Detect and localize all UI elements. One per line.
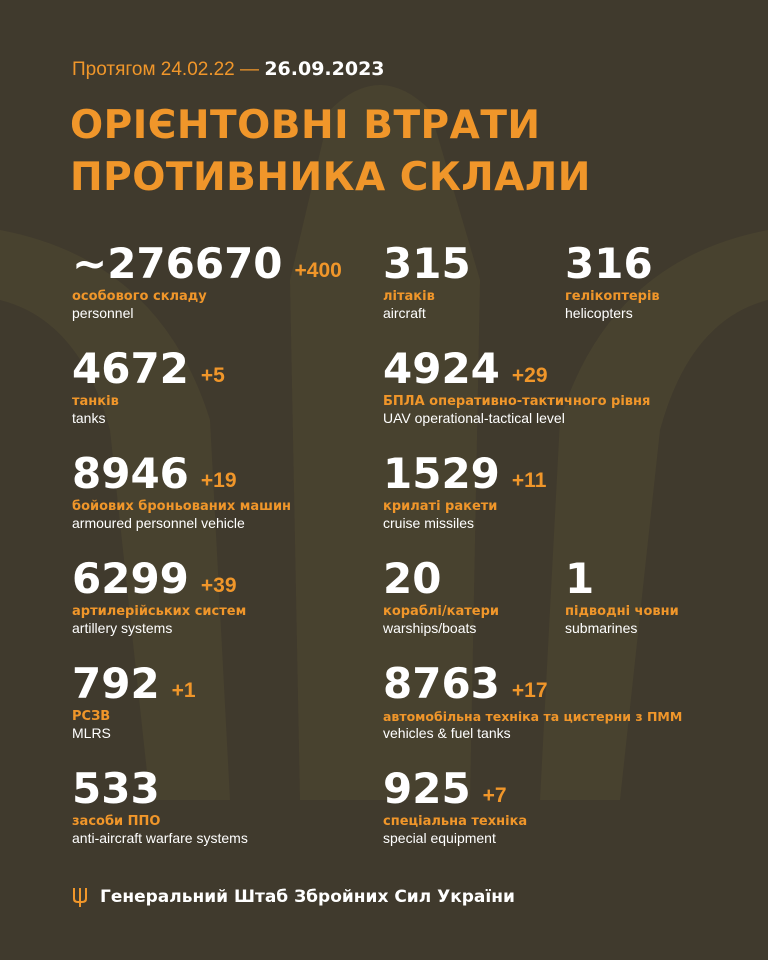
- stat-label-ua: кораблі/катери: [383, 604, 499, 619]
- stat-label-ua: бойових броньованих машин: [72, 499, 292, 514]
- stat-label-ua: РСЗВ: [72, 709, 111, 724]
- stat-value: 925: [383, 764, 471, 813]
- stat-label-ua: особового складу: [72, 289, 207, 304]
- stat-label-ua: спеціальна техніка: [383, 814, 528, 829]
- stat-label-en: armoured personnel vehicle: [72, 515, 245, 531]
- page-title: ОРІЄНТОВНІ ВТРАТИ ПРОТИВНИКА СКЛАЛИ: [70, 100, 591, 204]
- stat-label-en: vehicles & fuel tanks: [383, 725, 511, 741]
- stat-label-en: UAV operational-tactical level: [383, 410, 565, 426]
- footer-text: Генеральний Штаб Збройних Сил України: [100, 887, 515, 907]
- stat-helicopters: 316 гелікоптерів helicopters: [565, 240, 755, 322]
- title-line-2: ПРОТИВНИКА СКЛАЛИ: [70, 155, 591, 200]
- stat-submarines: 1 підводні човни submarines: [565, 555, 755, 637]
- stat-label-en: artillery systems: [72, 620, 173, 636]
- stat-tanks: 4672 +5 танків tanks: [72, 345, 372, 427]
- stat-value: 4924: [383, 344, 500, 393]
- stat-label-en: aircraft: [383, 305, 426, 321]
- stat-label-en: personnel: [72, 305, 134, 321]
- stat-label-ua: БПЛА оперативно-тактичного рівня: [383, 394, 651, 409]
- stat-air-defense: 533 засоби ППО anti-aircraft warfare sys…: [72, 765, 372, 847]
- stat-delta: +39: [200, 574, 237, 597]
- period-prefix: Протягом 24.02.22 —: [72, 59, 260, 80]
- stat-delta: +5: [200, 364, 225, 387]
- stat-aircraft: 315 літаків aircraft: [383, 240, 553, 322]
- stat-label-en: cruise missiles: [383, 515, 475, 531]
- stat-label-en: anti-aircraft warfare systems: [72, 830, 248, 846]
- stat-label-en: warships/boats: [383, 620, 477, 636]
- stat-delta: +17: [511, 679, 548, 702]
- stat-value: 315: [383, 239, 471, 288]
- stat-value: 792: [72, 659, 160, 708]
- stat-value: 533: [72, 764, 160, 813]
- stat-label-ua: засоби ППО: [72, 814, 161, 829]
- trident-icon: [73, 888, 87, 907]
- stat-delta: +29: [511, 364, 548, 387]
- stat-delta: +11: [511, 469, 547, 492]
- stat-label-ua: гелікоптерів: [565, 289, 660, 304]
- stat-label-en: MLRS: [72, 725, 111, 741]
- stat-value: 20: [383, 554, 442, 603]
- stat-value: 6299: [72, 554, 189, 603]
- stat-label-en: submarines: [565, 620, 638, 636]
- stat-delta: +1: [171, 679, 196, 702]
- footer: Генеральний Штаб Збройних Сил України: [72, 886, 515, 908]
- stat-artillery: 6299 +39 артилерійських систем artillery …: [72, 555, 372, 637]
- stat-mlrs: 792 +1 РСЗВ MLRS: [72, 660, 372, 742]
- stat-delta: +19: [200, 469, 237, 492]
- period-text: Протягом 24.02.22 — 26.09.2023: [72, 58, 385, 81]
- stat-label-ua: літаків: [383, 289, 435, 304]
- stat-label-en: helicopters: [565, 305, 633, 321]
- stat-value: 8763: [383, 659, 500, 708]
- stat-value: 8946: [72, 449, 189, 498]
- stat-value: 1529: [383, 449, 500, 498]
- stat-value: 4672: [72, 344, 189, 393]
- stat-label-ua: танків: [72, 394, 119, 409]
- stat-vehicles: 8763 +17 автомобільна техніка та цистерни…: [383, 660, 753, 742]
- stat-apv: 8946 +19 бойових броньованих машин armour…: [72, 450, 372, 532]
- stat-label-ua: артилерійських систем: [72, 604, 247, 619]
- stat-label-en: special equipment: [383, 830, 496, 846]
- period-date: 26.09.2023: [264, 58, 385, 80]
- stat-label-ua: автомобільна техніка та цистерни з ПММ: [383, 709, 683, 724]
- stat-cruise-missiles: 1529 +11 крилаті ракети cruise missiles: [383, 450, 683, 532]
- stat-delta: +400: [294, 259, 342, 282]
- stat-value: 1: [565, 554, 595, 603]
- stat-value: ~276670: [72, 239, 283, 288]
- stat-delta: +7: [482, 784, 507, 807]
- stat-label-ua: крилаті ракети: [383, 499, 498, 514]
- stat-label-ua: підводні човни: [565, 604, 679, 619]
- stat-value: 316: [565, 239, 653, 288]
- stat-label-en: tanks: [72, 410, 106, 426]
- stat-uav: 4924 +29 БПЛА оперативно-тактичного рівня…: [383, 345, 743, 427]
- stat-special-equipment: 925 +7 спеціальна техніка special equipme…: [383, 765, 683, 847]
- title-line-1: ОРІЄНТОВНІ ВТРАТИ: [70, 103, 541, 148]
- stat-warships: 20 кораблі/катери warships/boats: [383, 555, 553, 637]
- stat-personnel: ~276670 +400 особового складу personnel: [72, 240, 372, 322]
